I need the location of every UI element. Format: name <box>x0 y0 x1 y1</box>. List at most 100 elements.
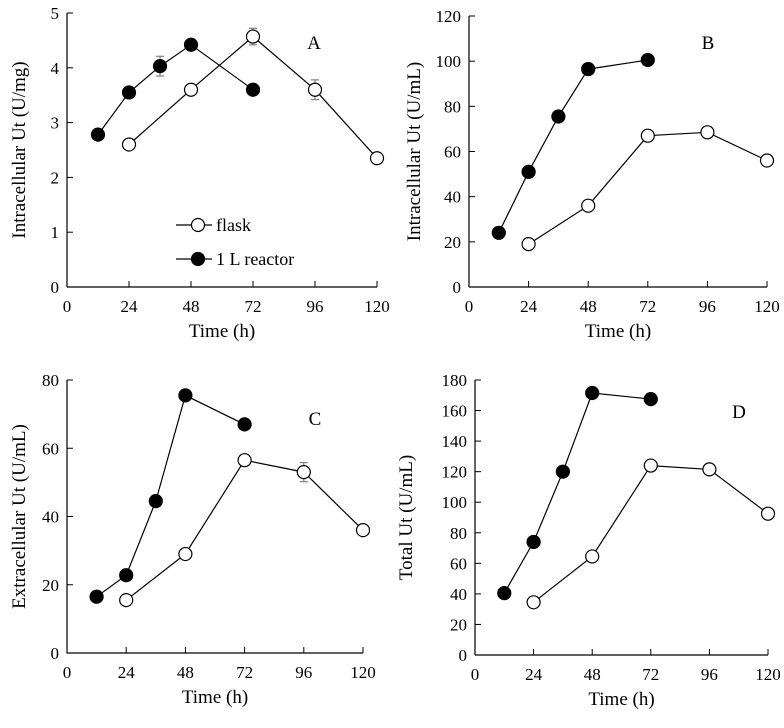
panel-d-y-tick-label: 100 <box>442 493 468 512</box>
panel-b-y-tick-label: 60 <box>444 143 461 162</box>
panel-a-y-axis-title: Intracellular Ut (U/mg) <box>9 61 30 238</box>
panel-d-flask-point <box>702 462 717 477</box>
panel-b-reactor-point <box>581 61 596 77</box>
panel-d-x-axis-title: Time (h) <box>588 689 654 710</box>
panel-d-x-tick-label: 24 <box>525 665 543 684</box>
panel-b-flask-point <box>521 236 536 252</box>
panel-d-flask-point <box>760 506 776 521</box>
panel-b-x-tick-label: 96 <box>699 297 716 316</box>
panel-b-reactor-line <box>498 59 648 234</box>
panel-a-x-tick-label: 0 <box>63 297 72 316</box>
panel-c-reactor-point <box>237 417 252 432</box>
panel-a-reactor-line <box>97 44 254 136</box>
panel-c-x-tick-label: 24 <box>118 663 136 682</box>
panel-b-flask-point <box>700 125 715 140</box>
panel-b-x-tick-label: 72 <box>639 297 656 316</box>
panel-c-reactor-point <box>119 568 134 583</box>
panel-d-y-tick-label: 80 <box>450 524 467 543</box>
panel-a-flask-point <box>245 29 261 44</box>
panel-b-flask-line <box>528 131 768 245</box>
panel-d-y-tick-label: 40 <box>450 585 467 604</box>
panel-d-y-tick-label: 0 <box>459 646 468 665</box>
panel-c-flask-point <box>119 593 134 608</box>
panel-c-x-tick-label: 72 <box>236 663 253 682</box>
panel-d-y-tick-label: 180 <box>442 371 468 390</box>
panel-a-flask-point <box>369 151 385 166</box>
panel-d-x-tick-label: 0 <box>471 665 480 684</box>
panel-a-reactor-point <box>152 59 168 74</box>
legend-reactor-label: 1 L reactor <box>216 249 294 269</box>
panel-a-x-tick-label: 48 <box>183 297 200 316</box>
panel-a-x-axis-title: Time (h) <box>189 321 255 342</box>
panel-c-y-tick-label: 20 <box>42 576 59 595</box>
panel-b-y-tick-label: 0 <box>453 278 462 297</box>
panel-c-reactor-point <box>89 589 104 604</box>
panel-c-y-tick-label: 80 <box>42 371 59 390</box>
panel-a-flask-line <box>128 35 378 159</box>
panel-b-reactor-point <box>491 225 506 240</box>
panel-d-flask-line <box>533 464 769 603</box>
panel-d-reactor-point <box>585 385 600 401</box>
panel-b-flask-point <box>759 153 775 168</box>
panel-c-y-tick-label: 60 <box>42 439 59 458</box>
panel-b-y-tick-label: 120 <box>436 7 462 26</box>
panel-b-flask-point <box>581 198 596 213</box>
panel-c-flask-point <box>178 546 193 562</box>
panel-c-y-tick-label: 0 <box>51 644 60 663</box>
panel-d-flask-point <box>526 595 541 610</box>
panel-b-x-tick-label: 24 <box>520 297 538 316</box>
panel-b-y-tick-label: 40 <box>444 188 461 207</box>
panel-a-reactor-point <box>121 85 137 100</box>
panel-d-flask-point <box>585 549 600 564</box>
panel-b-x-tick-label: 0 <box>465 297 474 316</box>
panel-a-label: A <box>307 33 321 54</box>
panel-a-y-tick-label: 4 <box>51 59 60 78</box>
panel-c-y-tick-label: 40 <box>42 508 59 527</box>
panel-d-x-tick-label: 120 <box>755 665 781 684</box>
panel-d-flask-point <box>643 458 658 473</box>
panel-a-reactor-point <box>90 127 106 142</box>
panel-d-x-tick-label: 48 <box>584 665 601 684</box>
panel-c-y-axis-title: Extracellular Ut (U/mL) <box>9 424 30 609</box>
panel-a-reactor-point <box>245 82 261 97</box>
panel-c-x-tick-label: 0 <box>63 663 72 682</box>
panel-a-x-tick-label: 24 <box>121 297 139 316</box>
panel-c-x-tick-label: 48 <box>177 663 194 682</box>
panel-a-flask-point <box>121 137 137 152</box>
panel-c-flask-point <box>296 465 311 480</box>
panel-d-reactor-line <box>503 392 651 594</box>
panel-b-y-tick-label: 100 <box>436 52 462 71</box>
panel-b-x-tick-label: 48 <box>580 297 597 316</box>
panel-d-x-tick-label: 72 <box>642 665 659 684</box>
panel-d-reactor-point <box>526 534 541 550</box>
panel-a-y-tick-label: 1 <box>51 223 60 242</box>
legend-flask-label: flask <box>216 215 251 235</box>
panel-c-x-tick-label: 120 <box>350 663 376 682</box>
panel-a-y-tick-label: 5 <box>51 4 60 23</box>
panel-b-x-tick-label: 120 <box>754 297 780 316</box>
panel-b-label: B <box>702 33 715 54</box>
panel-a-flask-point <box>307 82 323 97</box>
panel-d-y-tick-label: 160 <box>442 402 468 421</box>
panel-c-x-tick-label: 96 <box>295 663 312 682</box>
panel-a-y-tick-label: 3 <box>51 114 60 133</box>
panel-d-reactor-point <box>555 464 571 479</box>
panel-d-x-tick-label: 96 <box>701 665 718 684</box>
panel-a-x-tick-label: 120 <box>364 297 390 316</box>
panel-b-y-tick-label: 80 <box>444 97 461 116</box>
panel-a-y-tick-label: 0 <box>51 278 60 297</box>
panel-b-x-axis-title: Time (h) <box>585 321 651 342</box>
panel-c-x-axis-title: Time (h) <box>182 687 248 708</box>
panel-b-flask-point <box>640 128 655 143</box>
panel-c-label: C <box>309 409 322 430</box>
panel-a-y-tick-label: 2 <box>51 168 60 187</box>
panel-c-reactor-point <box>148 494 163 509</box>
panel-a-x-tick-label: 72 <box>245 297 262 316</box>
panel-b-reactor-point <box>521 164 536 179</box>
panel-b-reactor-point <box>551 109 566 124</box>
panel-a-reactor-point <box>183 37 199 52</box>
panel-d-y-tick-label: 20 <box>450 615 467 634</box>
panel-d-y-tick-label: 140 <box>442 432 468 451</box>
panel-d-y-axis-title: Total Ut (U/mL) <box>396 455 417 580</box>
